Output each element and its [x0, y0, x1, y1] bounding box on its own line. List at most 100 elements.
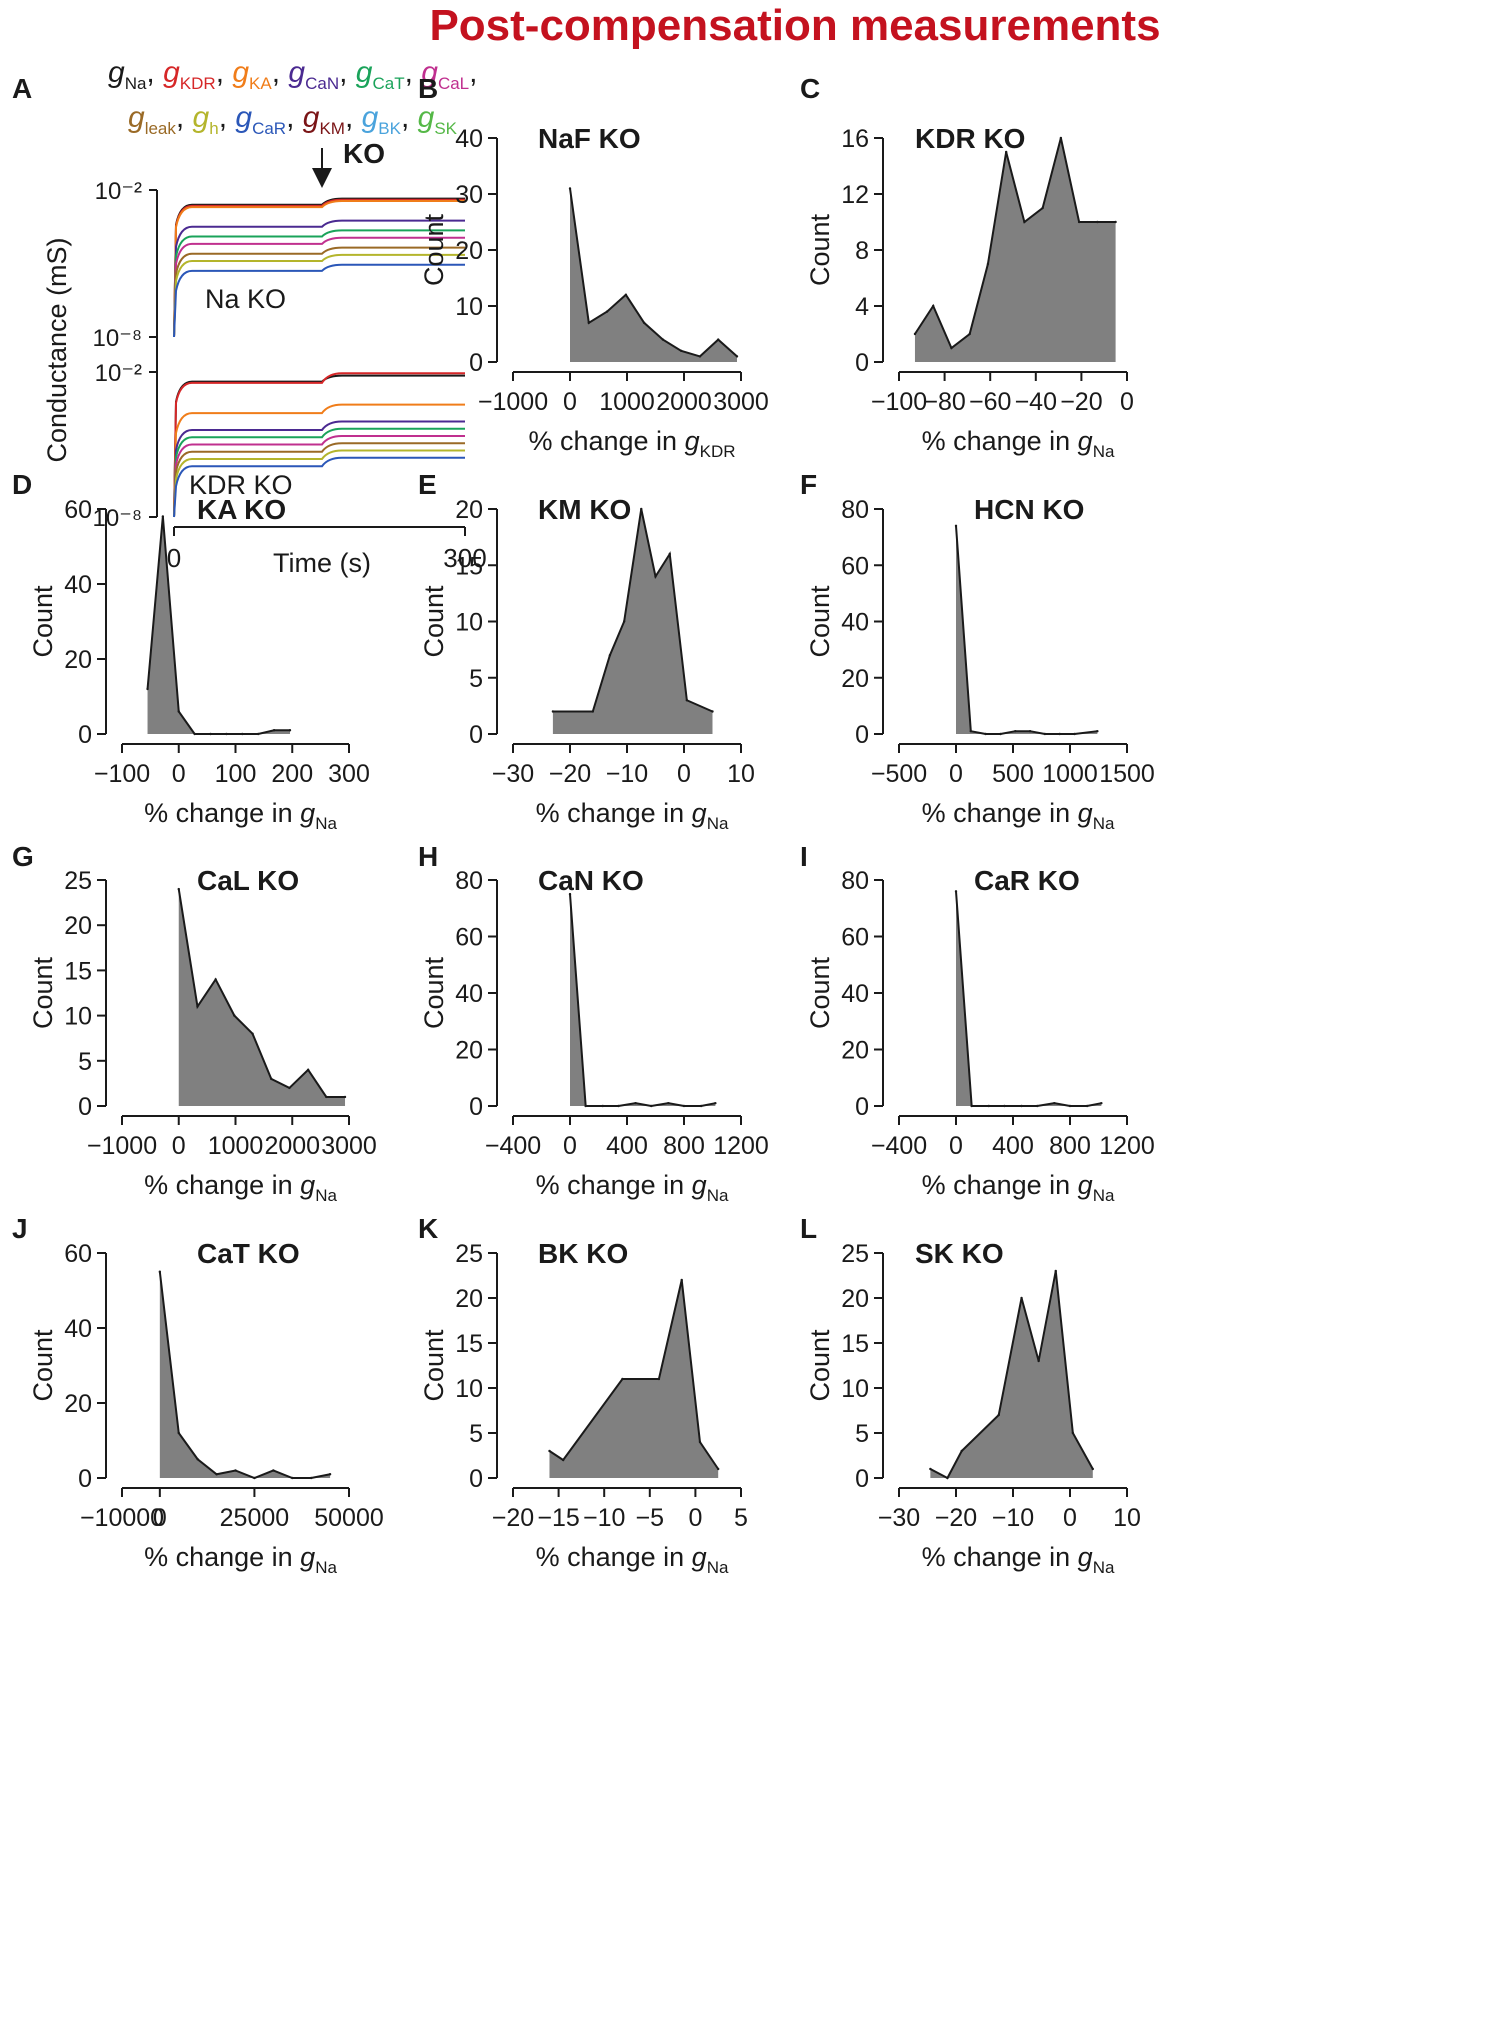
x-axis-label-sub: Na [1093, 1186, 1115, 1205]
data-point [288, 1086, 291, 1090]
data-point [605, 310, 609, 313]
conductance-trace [173, 420, 465, 518]
legend-sep: , [176, 101, 193, 134]
x-tick-label: 200 [271, 760, 313, 788]
x-tick-label: 300 [328, 760, 370, 788]
x-tick-label: 0 [949, 1132, 963, 1160]
data-point [568, 892, 572, 896]
data-point [960, 1449, 963, 1453]
data-point [241, 732, 244, 736]
data-point [608, 654, 612, 657]
conductance-trace [173, 263, 465, 338]
x-axis-label-g: g [1078, 426, 1093, 456]
x-axis-label-sub: Na [1093, 442, 1115, 461]
y-tick-label: 15 [841, 1330, 869, 1358]
panel-letter: A [12, 73, 32, 104]
y-tick-label: 0 [855, 1465, 869, 1493]
x-axis-label-prefix: % change in [536, 1542, 692, 1572]
y-axis-label: Count [419, 585, 449, 658]
y-tick-label: 40 [455, 125, 483, 153]
data-point [1037, 1359, 1040, 1363]
x-axis-label-g: g [1078, 1170, 1093, 1200]
y-axis-label: Count [805, 213, 835, 286]
legend-sub: CaN [305, 74, 339, 93]
y-tick-label: 30 [455, 181, 483, 209]
x-axis-label-prefix: % change in [922, 1542, 1078, 1572]
y-axis-label: Count [419, 213, 449, 286]
x-tick-label: 25000 [220, 1504, 290, 1532]
legend-sep: , [219, 101, 236, 134]
legend-g: g [235, 101, 252, 134]
x-tick-label: 2000 [656, 388, 712, 416]
x-axis-label-g: g [692, 1542, 707, 1572]
x-axis-label: % change in gNa [144, 1170, 337, 1205]
x-tick-label: −10 [992, 1504, 1034, 1532]
y-tick-label: 0 [469, 349, 483, 377]
x-tick-label: −20 [935, 1504, 977, 1532]
x-tick-label: 0 [1063, 1504, 1077, 1532]
legend-sep: , [146, 56, 163, 89]
data-point [1068, 1104, 1072, 1108]
conductance-trace [173, 456, 465, 518]
histogram-outline [177, 888, 346, 1098]
data-point [1058, 732, 1061, 736]
histogram-outline [914, 137, 1116, 350]
legend-sep: , [345, 101, 362, 134]
conductance-trace [173, 219, 465, 338]
histogram-area [956, 525, 1098, 734]
y-tick-label: 40 [841, 609, 869, 637]
legend-sub: KM [319, 119, 345, 138]
conductance-trace [173, 403, 465, 518]
x-axis-label: % change in gNa [922, 1542, 1115, 1577]
x-axis-label-g: g [300, 1542, 315, 1572]
y-tick-label: 60 [455, 924, 483, 952]
panel-title: CaN KO [538, 865, 644, 896]
x-tick-label: 3000 [713, 388, 769, 416]
legend-g: g [232, 56, 249, 89]
x-tick-label: −10 [606, 760, 648, 788]
y-tick-label: 20 [455, 1285, 483, 1313]
panel-k: K −20 −15 −10 −5 0 5 0 5 10 15 20 25 Count % change in… [418, 1213, 748, 1577]
data-point [328, 1473, 332, 1476]
y-axis-label: Conductance (mS) [42, 237, 72, 462]
histogram-area [570, 188, 738, 362]
legend-g: g [163, 56, 180, 89]
x-tick-label: 100 [215, 760, 257, 788]
x-tick-label: 0 [167, 543, 181, 573]
conductance-trace [173, 200, 465, 338]
legend-g: g [303, 101, 320, 134]
data-point [621, 1377, 624, 1381]
y-tick-label: 10 [455, 293, 483, 321]
x-tick-label: −30 [878, 1504, 920, 1532]
legend-sep: , [405, 56, 422, 89]
x-tick-label: −10000 [80, 1504, 164, 1532]
data-point [233, 1014, 236, 1017]
legend-g: g [421, 56, 438, 89]
data-point [932, 304, 935, 308]
conductance-trace [173, 449, 465, 518]
panel-title: NaF KO [538, 123, 641, 154]
legend-g: g [288, 56, 305, 89]
x-axis-label-sub: Na [1093, 1558, 1115, 1577]
y-tick-label: 20 [841, 665, 869, 693]
data-point [291, 1476, 294, 1480]
data-point [225, 732, 228, 736]
data-point [196, 1005, 199, 1008]
data-point [251, 1032, 254, 1035]
panel-l: L −30 −20 −10 0 10 0 5 10 15 20 25 Count % change in … [800, 1213, 1141, 1577]
panel-title: CaR KO [974, 865, 1080, 896]
data-point [1020, 1296, 1023, 1300]
x-axis-label-sub: Na [315, 1558, 337, 1577]
x-tick-label: −20 [492, 1504, 534, 1532]
x-axis-label-sub: Na [707, 1558, 729, 1577]
data-point [272, 729, 276, 732]
x-axis-label: % change in gNa [536, 798, 729, 833]
data-point [591, 710, 594, 713]
data-point [1059, 136, 1063, 140]
data-point [161, 515, 165, 518]
data-point [654, 575, 657, 578]
conductance-trace [173, 372, 465, 518]
data-point [1020, 1104, 1023, 1108]
x-tick-label: 2000 [264, 1132, 320, 1160]
